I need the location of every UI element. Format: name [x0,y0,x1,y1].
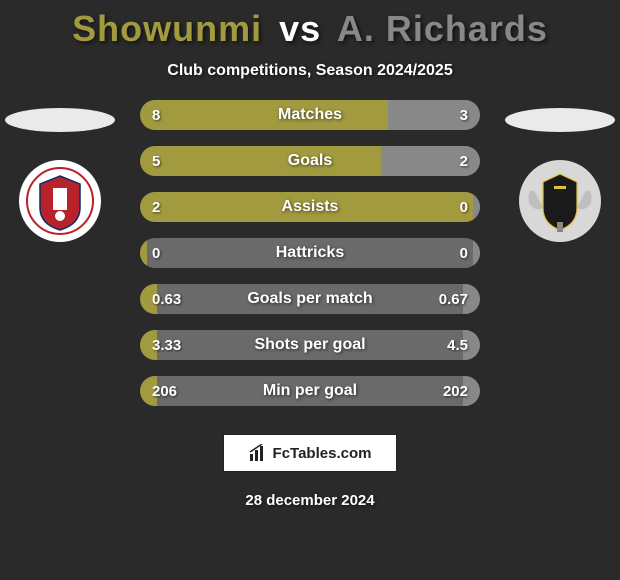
main-panel: 83Matches 52Goals 20Assists 00Hattricks 0.63… [0,100,620,406]
fctables-logo: FcTables.com [223,434,397,472]
stat-label: Goals per match [140,290,480,308]
stat-row: 0.630.67Goals per match [140,284,480,314]
crawley-crest-icon [25,166,95,236]
comparison-title: Showunmi vs A. Richards [0,0,620,50]
club-crest-icon [521,162,599,240]
stat-label: Shots per goal [140,336,480,354]
player2-avatar-block [500,104,620,242]
stat-label: Min per goal [140,382,480,400]
subtitle: Club competitions, Season 2024/2025 [0,62,620,80]
player1-name: Showunmi [72,8,262,49]
stat-label: Matches [140,106,480,124]
stat-bars: 83Matches 52Goals 20Assists 00Hattricks 0.63… [140,100,480,406]
stat-row: 52Goals [140,146,480,176]
stat-label: Goals [140,152,480,170]
player1-avatar-block [0,104,120,242]
player2-photo-placeholder [505,108,615,132]
stat-row: 3.334.5Shots per goal [140,330,480,360]
stat-label: Hattricks [140,244,480,262]
player2-name: A. Richards [337,8,548,49]
stat-row: 20Assists [140,192,480,222]
brand-text: FcTables.com [273,445,372,462]
stat-row: 83Matches [140,100,480,130]
chart-icon [249,444,267,462]
player2-club-crest [519,160,601,242]
footer-date: 28 december 2024 [0,492,620,509]
player1-photo-placeholder [5,108,115,132]
stat-row: 206202Min per goal [140,376,480,406]
stat-row: 00Hattricks [140,238,480,268]
stat-label: Assists [140,198,480,216]
player1-club-crest [19,160,101,242]
vs-text: vs [279,8,321,49]
